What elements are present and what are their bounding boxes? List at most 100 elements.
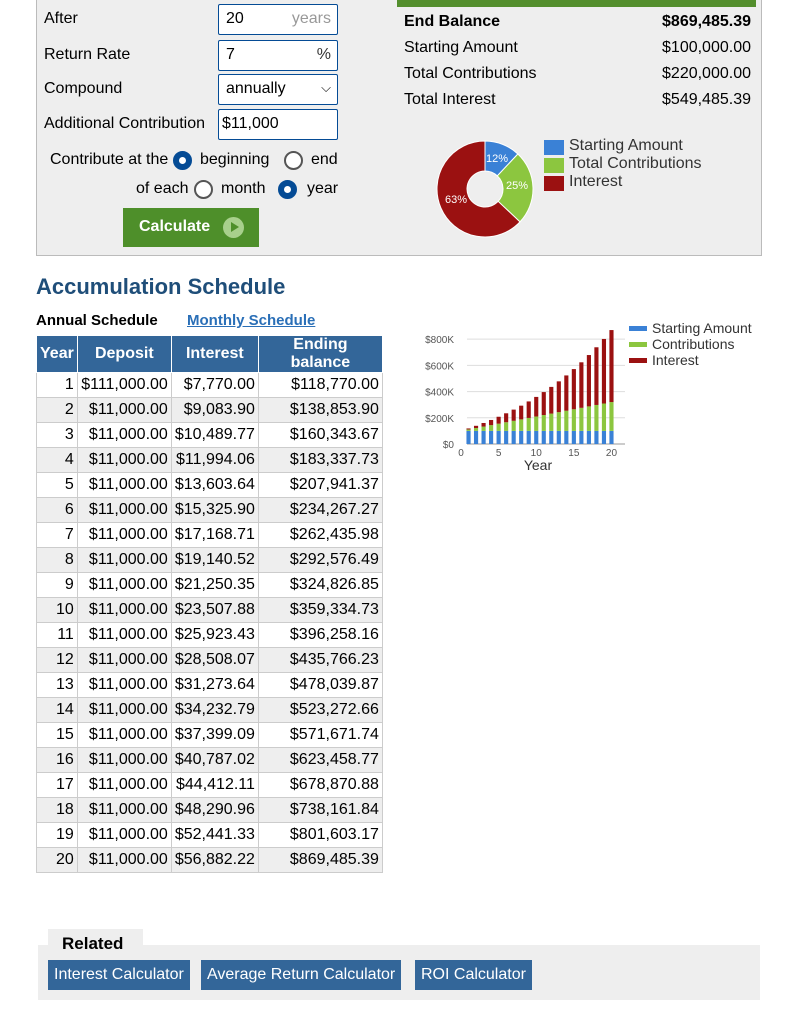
bar-starting-amount	[601, 430, 607, 444]
legend-starting-label: Starting Amount	[569, 137, 683, 154]
tab-annual-schedule[interactable]: Annual Schedule	[36, 312, 158, 329]
table-cell: $160,343.67	[257, 422, 383, 448]
table-row: 12 $11,000.00 $28,508.07 $435,766.23	[36, 647, 383, 673]
bar-interest	[526, 401, 531, 418]
years-suffix: years	[291, 10, 331, 27]
table-cell: $292,576.49	[257, 547, 383, 573]
bar-contributions	[549, 413, 554, 431]
bar-contributions	[541, 415, 546, 431]
table-cell: $11,000.00	[76, 747, 172, 773]
y-tick-label: $800K	[425, 335, 454, 346]
radio-beginning[interactable]	[173, 151, 192, 170]
table-cell: $11,000.00	[76, 547, 172, 573]
calculate-button[interactable]: Calculate	[123, 208, 259, 247]
bar-interest	[549, 386, 554, 414]
table-cell: $37,399.09	[170, 722, 259, 748]
years-value: 20	[226, 10, 244, 27]
table-cell: 17	[36, 772, 78, 798]
after-label: After	[44, 10, 78, 27]
table-cell: $738,161.84	[257, 797, 383, 823]
table-row: 2 $11,000.00 $9,083.90 $138,853.90	[36, 397, 383, 423]
table-cell: 6	[36, 497, 78, 523]
table-cell: $183,337.73	[257, 447, 383, 473]
schedule-title: Accumulation Schedule	[36, 274, 286, 299]
compound-select[interactable]: annually ⌵	[218, 74, 338, 105]
table-cell: 7	[36, 522, 78, 548]
table-cell: $11,000.00	[76, 847, 172, 873]
table-cell: $678,870.88	[257, 772, 383, 798]
table-cell: $11,000.00	[76, 722, 172, 748]
years-input[interactable]: 20 years	[218, 4, 338, 35]
pie-slice-interest	[436, 140, 521, 238]
percent-suffix: %	[316, 46, 331, 63]
play-icon	[223, 217, 244, 238]
of-each-label: of each	[136, 180, 189, 197]
table-cell: $435,766.23	[257, 647, 383, 673]
related-tab	[48, 929, 143, 955]
table-cell: $396,258.16	[257, 622, 383, 648]
x-tick-label: 0	[458, 448, 464, 459]
y-tick-label: $200K	[425, 414, 454, 425]
y-tick-label: $600K	[425, 361, 454, 372]
bar-contributions	[609, 402, 614, 431]
bar-contributions	[526, 417, 531, 431]
bar-contributions	[594, 404, 599, 431]
bar-contributions	[519, 419, 524, 431]
table-cell: 5	[36, 472, 78, 498]
chart-legend-label: Interest	[652, 352, 699, 368]
table-cell: $9,083.90	[170, 397, 259, 423]
table-cell: $324,826.85	[257, 572, 383, 598]
link-average-return-calculator[interactable]: Average Return Calculator	[201, 960, 402, 990]
legend-interest-label: Interest	[569, 173, 623, 190]
additional-contribution-input[interactable]: $11,000	[218, 109, 338, 140]
table-cell: $11,000.00	[76, 447, 172, 473]
bar-starting-amount	[579, 430, 584, 444]
pie-slice-total-contributions	[496, 153, 534, 223]
bar-starting-amount	[496, 430, 501, 444]
bar-starting-amount	[549, 430, 554, 444]
column-header: Year	[36, 335, 78, 373]
table-cell: 19	[36, 822, 78, 848]
bar-starting-amount	[526, 430, 531, 444]
x-tick-label: 5	[496, 448, 502, 459]
bar-interest	[579, 362, 584, 408]
link-interest-calculator[interactable]: Interest Calculator	[48, 960, 190, 990]
table-cell: $34,232.79	[170, 697, 259, 723]
chart-legend-swatch	[629, 358, 647, 363]
end-balance-value: $869,485.39	[662, 13, 751, 30]
bar-contributions	[489, 425, 494, 431]
bar-starting-amount	[564, 430, 569, 444]
bar-contributions	[466, 429, 471, 431]
table-cell: $13,603.64	[170, 472, 259, 498]
tab-monthly-schedule[interactable]: Monthly Schedule	[187, 312, 316, 329]
bar-interest	[586, 355, 591, 407]
table-row: 19 $11,000.00 $52,441.33 $801,603.17	[36, 822, 383, 848]
table-cell: $31,273.64	[170, 672, 259, 698]
return-rate-input[interactable]: 7 %	[218, 40, 338, 71]
table-row: 11 $11,000.00 $25,923.43 $396,258.16	[36, 622, 383, 648]
bar-starting-amount	[586, 430, 591, 444]
table-cell: $11,994.06	[170, 447, 259, 473]
bar-starting-amount	[481, 430, 486, 444]
bar-contributions	[556, 412, 561, 431]
table-cell: $15,325.90	[170, 497, 259, 523]
table-row: 5 $11,000.00 $13,603.64 $207,941.37	[36, 472, 383, 498]
radio-year[interactable]	[278, 180, 297, 199]
x-tick-label: 10	[531, 448, 543, 459]
table-cell: $11,000.00	[76, 597, 172, 623]
table-cell: $11,000.00	[76, 822, 172, 848]
bar-starting-amount	[594, 430, 599, 444]
legend-contrib-swatch	[544, 158, 564, 173]
schedule-header-row: Year Deposit Interest Ending balance	[36, 335, 383, 373]
pie-slice-label: 63%	[445, 194, 467, 206]
bar-interest	[571, 369, 576, 410]
radio-end[interactable]	[284, 151, 303, 170]
bar-interest	[466, 428, 471, 430]
pie-slice-label: 25%	[506, 180, 528, 192]
link-roi-calculator[interactable]: ROI Calculator	[415, 960, 532, 990]
bar-contributions	[564, 410, 569, 431]
radio-month[interactable]	[194, 180, 213, 199]
x-axis-label: Year	[524, 457, 553, 473]
table-cell: $19,140.52	[170, 547, 259, 573]
bar-contributions	[473, 428, 479, 431]
